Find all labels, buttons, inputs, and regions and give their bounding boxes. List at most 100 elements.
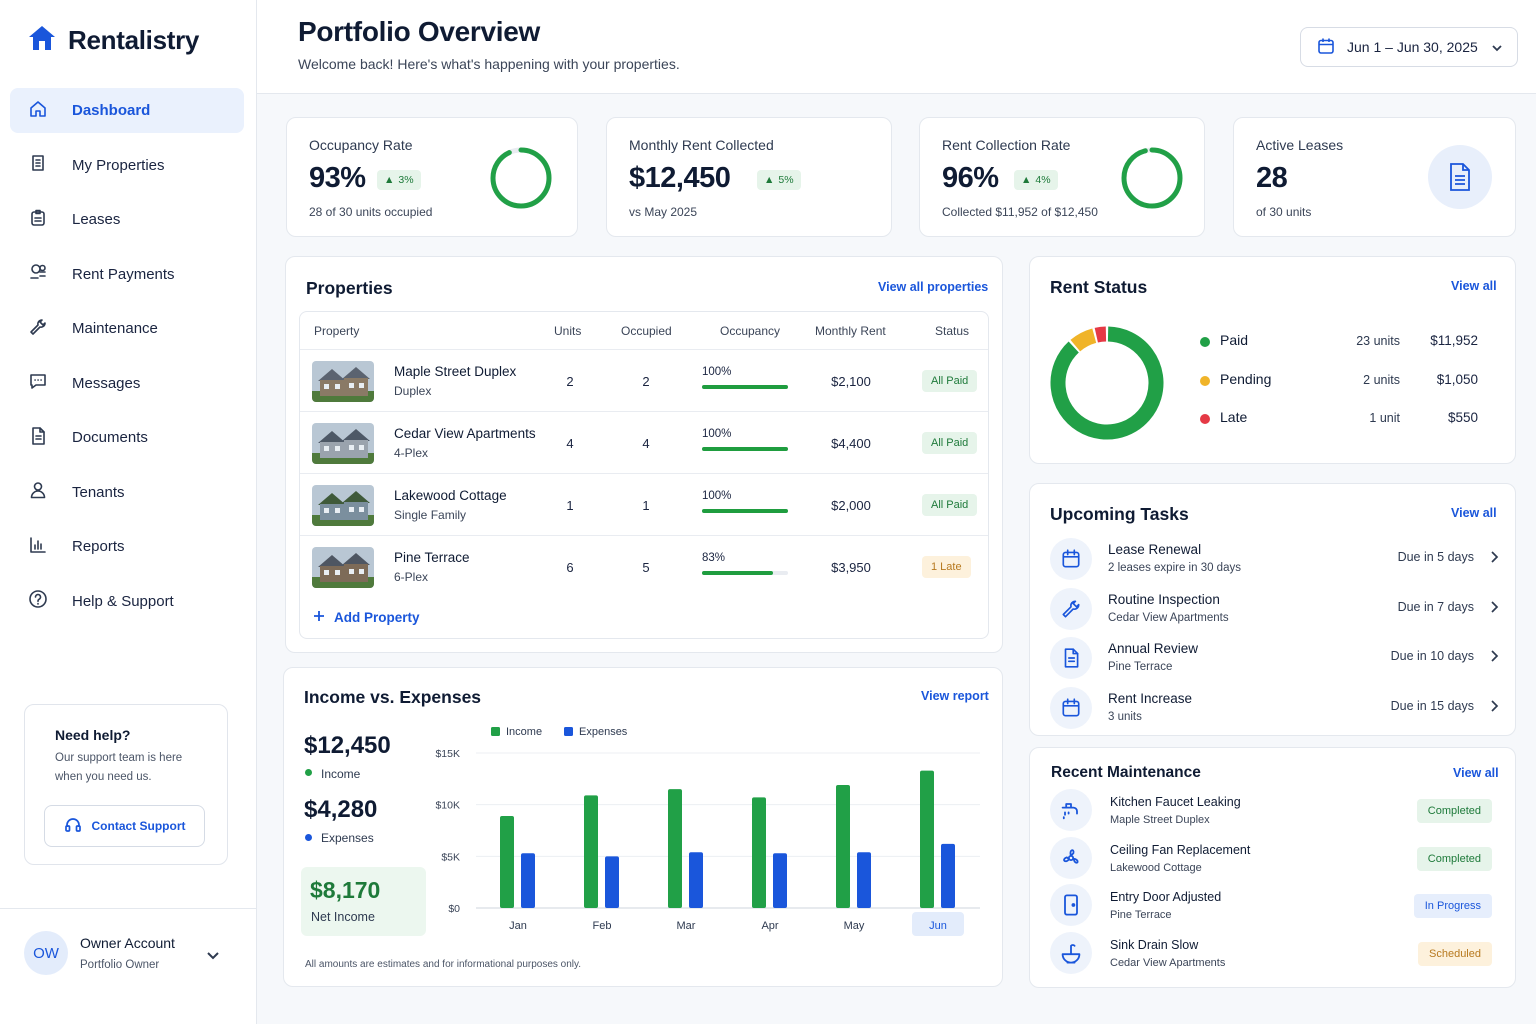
- occupancy-bar-fill: [702, 571, 774, 575]
- chevron-right-icon[interactable]: [1488, 600, 1500, 619]
- faucet-icon: [1050, 789, 1092, 831]
- document-icon: [1428, 145, 1492, 209]
- property-name[interactable]: Lakewood Cottage: [394, 488, 507, 503]
- task-item[interactable]: Rent Increase 3 units Due in 15 days: [1050, 685, 1500, 733]
- headset-icon: [64, 816, 82, 837]
- maintenance-item[interactable]: Ceiling Fan Replacement Lakewood Cottage…: [1050, 836, 1492, 881]
- add-property-button[interactable]: Add Property: [313, 610, 420, 625]
- chevron-right-icon[interactable]: [1488, 649, 1500, 668]
- view-all-maintenance-link[interactable]: View all: [1453, 766, 1499, 780]
- sidebar-item-reports[interactable]: Reports: [10, 524, 244, 569]
- sidebar-item-maintenance[interactable]: Maintenance: [10, 306, 244, 351]
- maintenance-title: Entry Door Adjusted: [1110, 890, 1222, 904]
- account-menu[interactable]: OW Owner Account Portfolio Owner: [0, 908, 257, 1024]
- property-name[interactable]: Cedar View Apartments: [394, 426, 536, 441]
- sidebar-item-messages[interactable]: Messages: [10, 361, 244, 406]
- kpi-label: Rent Collection Rate: [942, 137, 1071, 153]
- occupancy-bar-fill: [702, 509, 788, 513]
- section-title: Properties: [306, 278, 393, 298]
- table-row[interactable]: Lakewood Cottage Single Family 1 1 100% …: [300, 473, 988, 535]
- calendar-icon: [1050, 686, 1092, 729]
- sidebar-item-dashboard[interactable]: Dashboard: [10, 88, 244, 133]
- occupied-cell: 5: [642, 560, 650, 575]
- maintenance-location: Maple Street Duplex: [1110, 814, 1210, 826]
- task-item[interactable]: Lease Renewal 2 leases expire in 30 days…: [1050, 536, 1500, 584]
- rent-status-units: 23 units: [1356, 334, 1400, 348]
- view-report-link[interactable]: View report: [921, 689, 989, 703]
- user-icon: [28, 480, 48, 504]
- status-badge: All Paid: [922, 370, 978, 392]
- sidebar-item-rent-payments[interactable]: Rent Payments: [10, 252, 244, 297]
- view-all-rent-link[interactable]: View all: [1451, 279, 1497, 293]
- sidebar-item-label: Maintenance: [72, 320, 158, 337]
- contact-support-button[interactable]: Contact Support: [44, 805, 205, 847]
- task-subtitle: 2 leases expire in 30 days: [1108, 562, 1241, 574]
- property-name[interactable]: Maple Street Duplex: [394, 364, 517, 379]
- units-cell: 6: [566, 560, 574, 575]
- sidebar-item-tenants[interactable]: Tenants: [10, 470, 244, 515]
- status-badge: 1 Late: [922, 556, 971, 578]
- recent-maintenance-card: Recent Maintenance View all Kitchen Fauc…: [1029, 747, 1516, 988]
- kpi-collection-card: Rent Collection Rate 96% ▲ 4% Collected $…: [919, 117, 1205, 237]
- table-row[interactable]: Maple Street Duplex Duplex 2 2 100% $2,1…: [300, 349, 988, 411]
- bar-expenses-jan: [521, 853, 535, 908]
- y-tick-label: $5K: [441, 851, 460, 863]
- kpi-rent-card: Monthly Rent Collected $12,450 ▲ 5% vs Ma…: [606, 117, 892, 237]
- units-cell: 2: [566, 374, 574, 389]
- occupancy-percent: 100%: [702, 366, 732, 378]
- task-item[interactable]: Annual Review Pine Terrace Due in 10 day…: [1050, 635, 1500, 683]
- section-title: Rent Status: [1050, 277, 1148, 297]
- brand[interactable]: Rentalistry: [28, 24, 199, 57]
- help-icon: [28, 589, 48, 613]
- task-due: Due in 7 days: [1397, 599, 1474, 614]
- trend-up-icon: ▲: [764, 174, 775, 186]
- maintenance-item[interactable]: Entry Door Adjusted Pine Terrace In Prog…: [1050, 884, 1492, 928]
- property-thumbnail: [312, 547, 374, 588]
- trend-badge: ▲ 5%: [757, 170, 801, 190]
- income-expenses-chart: Income Expenses $0 $5K $10K $15K Jan Feb Mar Apr M…: [435, 726, 980, 936]
- sidebar: Rentalistry Dashboard My Properties Leases…: [0, 0, 257, 1024]
- sidebar-item-documents[interactable]: Documents: [10, 415, 244, 460]
- property-thumbnail: [312, 361, 374, 402]
- legend-dot: [1200, 375, 1210, 386]
- maintenance-item[interactable]: Sink Drain Slow Cedar View Apartments Sc…: [1050, 931, 1492, 976]
- date-range-picker[interactable]: Jun 1 – Jun 30, 2025: [1300, 27, 1518, 67]
- chevron-right-icon[interactable]: [1488, 699, 1500, 718]
- kpi-value: $12,450: [629, 162, 731, 194]
- kpi-subtext: Collected $11,952 of $12,450: [942, 205, 1098, 219]
- sidebar-item-my-properties[interactable]: My Properties: [10, 143, 244, 188]
- property-name[interactable]: Pine Terrace: [394, 550, 470, 565]
- table-row[interactable]: Cedar View Apartments 4-Plex 4 4 100% $4…: [300, 411, 988, 473]
- monthly-rent-cell: $4,400: [831, 436, 871, 451]
- sidebar-item-label: Documents: [72, 429, 148, 446]
- chevron-right-icon[interactable]: [1488, 550, 1500, 569]
- occupancy-bar: [702, 509, 788, 513]
- chevron-down-icon[interactable]: [205, 947, 221, 968]
- x-tick-highlight: [912, 912, 964, 936]
- view-all-properties-link[interactable]: View all properties: [878, 280, 989, 294]
- view-all-tasks-link[interactable]: View all: [1451, 506, 1497, 520]
- account-role: Portfolio Owner: [80, 959, 160, 971]
- maintenance-item[interactable]: Kitchen Faucet Leaking Maple Street Dupl…: [1050, 789, 1492, 833]
- rent-status-label: Late: [1220, 409, 1248, 425]
- task-item[interactable]: Routine Inspection Cedar View Apartments…: [1050, 586, 1500, 634]
- units-cell: 1: [566, 498, 574, 513]
- rent-status-amount: $550: [1447, 410, 1478, 425]
- help-subtitle: Our support team is here when you need u…: [55, 752, 183, 783]
- message-icon: [28, 371, 48, 395]
- date-range-label: Jun 1 – Jun 30, 2025: [1347, 39, 1478, 55]
- task-title: Rent Increase: [1108, 690, 1193, 706]
- y-tick-label: $0: [448, 903, 460, 915]
- column-header: Occupied: [621, 324, 672, 338]
- document-icon: [28, 426, 48, 450]
- task-title: Routine Inspection: [1108, 591, 1220, 607]
- bar-income-jun: [920, 770, 934, 908]
- bar-income-mar: [668, 789, 682, 908]
- income-expenses-card: Income vs. Expenses View report $12,450 …: [283, 667, 1003, 987]
- sidebar-item-help-support[interactable]: Help & Support: [10, 579, 244, 624]
- table-row[interactable]: Pine Terrace 6-Plex 6 5 83% $3,950 1 Lat…: [300, 535, 988, 597]
- sidebar-item-label: Tenants: [72, 483, 125, 501]
- maintenance-location: Cedar View Apartments: [1110, 956, 1226, 969]
- sidebar-item-leases[interactable]: Leases: [10, 197, 244, 242]
- column-header: Property: [314, 324, 360, 338]
